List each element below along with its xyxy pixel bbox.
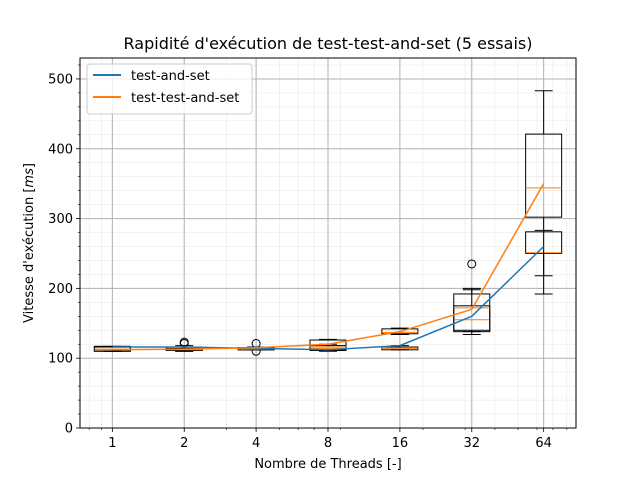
series-lines: [112, 183, 545, 351]
x-tick-label: 2: [180, 436, 188, 451]
box-iqr: [525, 133, 563, 218]
flier-point: [467, 259, 477, 269]
y-tick-label: 300: [48, 212, 73, 227]
x-tick-label: 16: [392, 436, 409, 451]
y-tick-label: 200: [48, 282, 73, 297]
y-axis-label: Vitesse d'exécution [ms]: [22, 163, 37, 323]
legend-box: [86, 63, 253, 115]
flier-point: [179, 337, 189, 347]
x-axis-label: Nombre de Threads [-]: [254, 457, 401, 472]
box-iqr: [453, 305, 491, 331]
y-axis-label-unit: ms: [22, 168, 37, 188]
y-tick-label: 0: [65, 422, 73, 437]
box-iqr: [381, 328, 419, 335]
x-tick-label: 1: [108, 436, 116, 451]
axis-ticks: 0 100 200 300 400 500 1 2 4 8 16 32 64: [48, 64, 568, 451]
y-axis-label-text: Vitesse d'exécution [: [22, 188, 37, 323]
y-tick-label: 400: [48, 142, 73, 157]
x-tick-label: 64: [535, 436, 552, 451]
x-tick-label: 4: [252, 436, 260, 451]
y-axis-label-close: ]: [22, 163, 37, 168]
series-line-test-test-and-set: [112, 183, 545, 351]
chart-title: Rapidité d'exécution de test-test-and-se…: [124, 34, 533, 53]
legend-label-test-and-set: test-and-set: [131, 69, 210, 84]
boxplot-test-test-and-set-16: [381, 327, 419, 335]
y-tick-label: 500: [48, 72, 73, 87]
legend: test-and-set test-test-and-set: [86, 63, 253, 115]
series-line-test-and-set: [112, 245, 545, 351]
x-tick-label: 32: [463, 436, 480, 451]
legend-label-test-test-and-set: test-test-and-set: [131, 91, 239, 106]
x-tick-label: 8: [324, 436, 332, 451]
y-tick-label: 100: [48, 352, 73, 367]
